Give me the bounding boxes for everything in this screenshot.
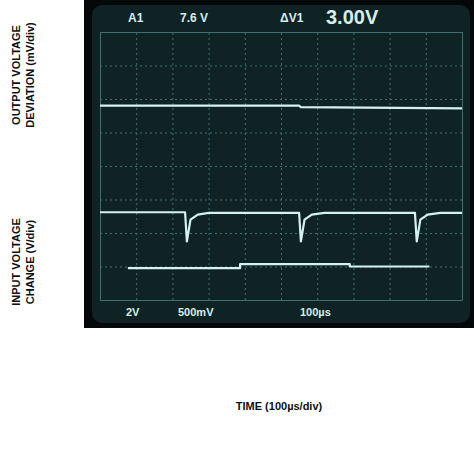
x-tick [209, 32, 210, 300]
screen-readout: 2V [126, 306, 140, 318]
screen-readout: 7.6 V [180, 11, 208, 25]
y-tick [100, 99, 462, 100]
y-grid-line [100, 233, 462, 234]
y-grid-line [100, 166, 462, 167]
y-axis [100, 33, 462, 301]
x-axis [101, 32, 463, 301]
trace [128, 264, 430, 268]
x-tick [317, 32, 318, 300]
x-grid-line [209, 32, 210, 300]
y-grid-line [100, 133, 462, 134]
y-grid-line [100, 66, 462, 67]
y-tick [100, 133, 462, 134]
y-tick [100, 32, 462, 33]
x-tick [462, 32, 463, 300]
y-tick [100, 66, 462, 67]
y-grid-line [100, 300, 462, 301]
x-axis-title: TIME (100µs/div) [236, 400, 323, 412]
x-grid-line [353, 32, 354, 300]
trace [100, 106, 462, 109]
y-grid-line [100, 200, 462, 201]
screen-readout: 3.00V [326, 6, 379, 28]
x-tick [353, 32, 354, 300]
y-grid-line [100, 32, 462, 33]
screen-readout: ΔV1 [280, 11, 304, 25]
screen-readout: 100µs [300, 306, 331, 318]
y-tick [100, 300, 462, 301]
chart: A1 7.6 V ΔV1 3.00V 2V 500mV 100µs OUTPUT VOLTAG… [0, 0, 474, 454]
x-axis-line [101, 32, 463, 301]
screen-readout: 500mV [178, 306, 214, 318]
scope-bezel [84, 0, 474, 328]
y-grid-line [100, 99, 462, 100]
trace [100, 212, 462, 241]
y-axis-line [101, 33, 463, 301]
y-tick [100, 166, 462, 167]
traces [100, 106, 462, 268]
x-grid-line [172, 32, 173, 300]
screen-readout: A1 [128, 11, 144, 25]
y-tick [100, 200, 462, 201]
y-axis-title: OUTPUT VOLTAGEDEVIATION (mV/div) [10, 22, 36, 128]
y-tick [100, 233, 462, 234]
x-tick [172, 32, 173, 300]
x-grid-line [317, 32, 318, 300]
scope-screen [92, 5, 470, 323]
y-axis-title: INPUT VOLTAGECHANGE (V/div) [10, 218, 36, 306]
x-grid-line [462, 32, 463, 300]
